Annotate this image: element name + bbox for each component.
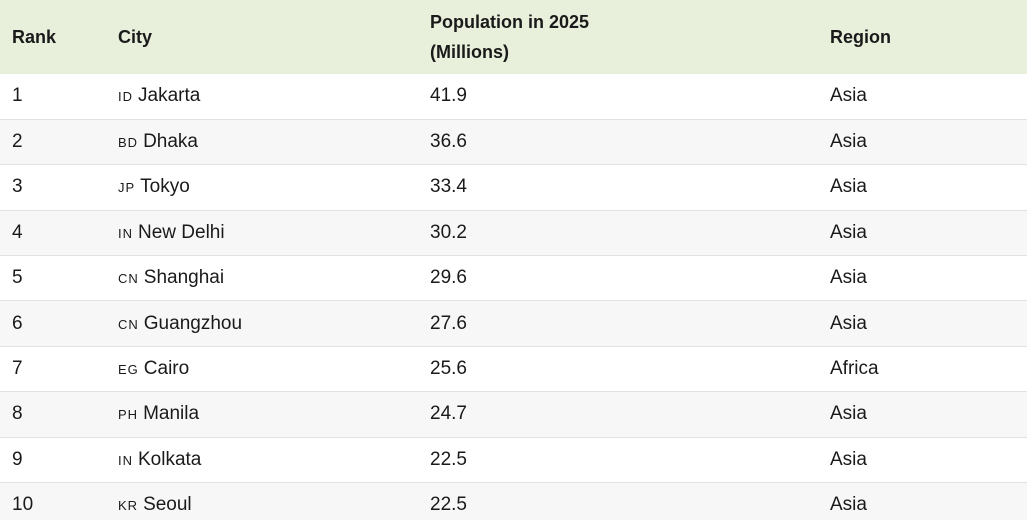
- city-name: Jakarta: [138, 85, 201, 107]
- country-flag-icon: JP: [118, 180, 136, 196]
- population-cell: 30.2: [430, 221, 467, 243]
- header-rank: Rank: [12, 27, 57, 47]
- table-row: 2 BD Dhaka 36.6 Asia: [0, 119, 1027, 165]
- city-name: Shanghai: [143, 267, 225, 289]
- city-cell: BD Dhaka: [106, 119, 418, 164]
- city-cell: IN Kolkata: [106, 437, 418, 482]
- population-cell: 41.9: [430, 85, 467, 107]
- rank-cell: 9: [12, 448, 23, 470]
- city-cell: KR Seoul: [106, 483, 418, 520]
- region-cell: Asia: [830, 312, 867, 334]
- region-cell: Asia: [830, 221, 867, 243]
- region-cell: Asia: [830, 131, 867, 153]
- region-cell: Africa: [830, 358, 879, 380]
- city-name: Kolkata: [138, 448, 202, 470]
- population-cell: 36.6: [430, 131, 467, 153]
- city-cell: IN New Delhi: [106, 210, 418, 255]
- city-cell: JP Tokyo: [106, 165, 418, 210]
- population-cell: 24.7: [430, 403, 467, 425]
- table-row: 3 JP Tokyo 33.4 Asia: [0, 165, 1027, 211]
- rank-cell: 3: [12, 176, 23, 198]
- population-cell: 29.6: [430, 267, 467, 289]
- region-cell: Asia: [830, 403, 867, 425]
- city-name: Dhaka: [143, 131, 198, 153]
- population-cell: 33.4: [430, 176, 467, 198]
- table-row: 4 IN New Delhi 30.2 Asia: [0, 210, 1027, 256]
- country-flag-icon: CN: [118, 316, 139, 332]
- city-cell: PH Manila: [106, 392, 418, 437]
- country-flag-icon: PH: [118, 407, 139, 423]
- region-cell: Asia: [830, 448, 867, 470]
- region-cell: Asia: [830, 267, 867, 289]
- rank-cell: 8: [12, 403, 23, 425]
- header-population: Population in 2025 (Millions): [418, 0, 818, 74]
- population-cell: 25.6: [430, 358, 467, 380]
- country-flag-icon: IN: [118, 225, 133, 241]
- city-name: Seoul: [143, 494, 192, 516]
- table-row: 9 IN Kolkata 22.5 Asia: [0, 437, 1027, 483]
- table-header: Rank City Population in 2025 (Millions) …: [0, 0, 1027, 74]
- country-flag-icon: KR: [118, 498, 139, 514]
- table-row: 6 CN Guangzhou 27.6 Asia: [0, 300, 1027, 347]
- country-flag-icon: BD: [118, 135, 139, 151]
- header-row: Rank City Population in 2025 (Millions) …: [0, 0, 1027, 74]
- city-name: Cairo: [143, 358, 190, 380]
- region-cell: Asia: [830, 494, 867, 516]
- rank-cell: 1: [12, 85, 23, 107]
- table-row: 5 CN Shanghai 29.6 Asia: [0, 256, 1027, 301]
- city-name: Guangzhou: [143, 312, 243, 334]
- city-cell: EG Cairo: [106, 346, 418, 391]
- population-cell: 22.5: [430, 448, 467, 470]
- rank-cell: 10: [12, 494, 34, 516]
- country-flag-icon: EG: [118, 362, 139, 378]
- table-row: 7 EG Cairo 25.6 Africa: [0, 346, 1027, 392]
- header-population-line1: Population in 2025: [430, 12, 590, 32]
- table-row: 1 ID Jakarta 41.9 Asia: [0, 74, 1027, 120]
- country-flag-icon: ID: [118, 89, 133, 105]
- country-flag-icon: CN: [118, 271, 139, 287]
- city-cell: CN Guangzhou: [106, 301, 418, 346]
- rank-cell: 2: [12, 131, 23, 153]
- table-row: 10 KR Seoul 22.5 Asia: [0, 482, 1027, 520]
- city-name: Manila: [143, 403, 200, 425]
- population-cell: 22.5: [430, 494, 467, 516]
- rank-cell: 6: [12, 312, 23, 334]
- city-cell: CN Shanghai: [106, 256, 418, 301]
- region-cell: Asia: [830, 176, 867, 198]
- city-cell: ID Jakarta: [106, 74, 418, 119]
- rank-cell: 5: [12, 267, 23, 289]
- header-region: Region: [830, 27, 891, 47]
- table-body: 1 ID Jakarta 41.9 Asia 2 BD Dhaka 36.6 Asia 3 JP Tok…: [0, 74, 1027, 520]
- header-population-line2: (Millions): [430, 42, 509, 62]
- region-cell: Asia: [830, 85, 867, 107]
- city-name: New Delhi: [138, 221, 225, 243]
- city-name: Tokyo: [140, 176, 190, 198]
- population-cell: 27.6: [430, 312, 467, 334]
- rank-cell: 4: [12, 221, 23, 243]
- country-flag-icon: IN: [118, 452, 133, 468]
- table-row: 8 PH Manila 24.7 Asia: [0, 391, 1027, 438]
- header-city: City: [118, 27, 153, 47]
- rank-cell: 7: [12, 358, 23, 380]
